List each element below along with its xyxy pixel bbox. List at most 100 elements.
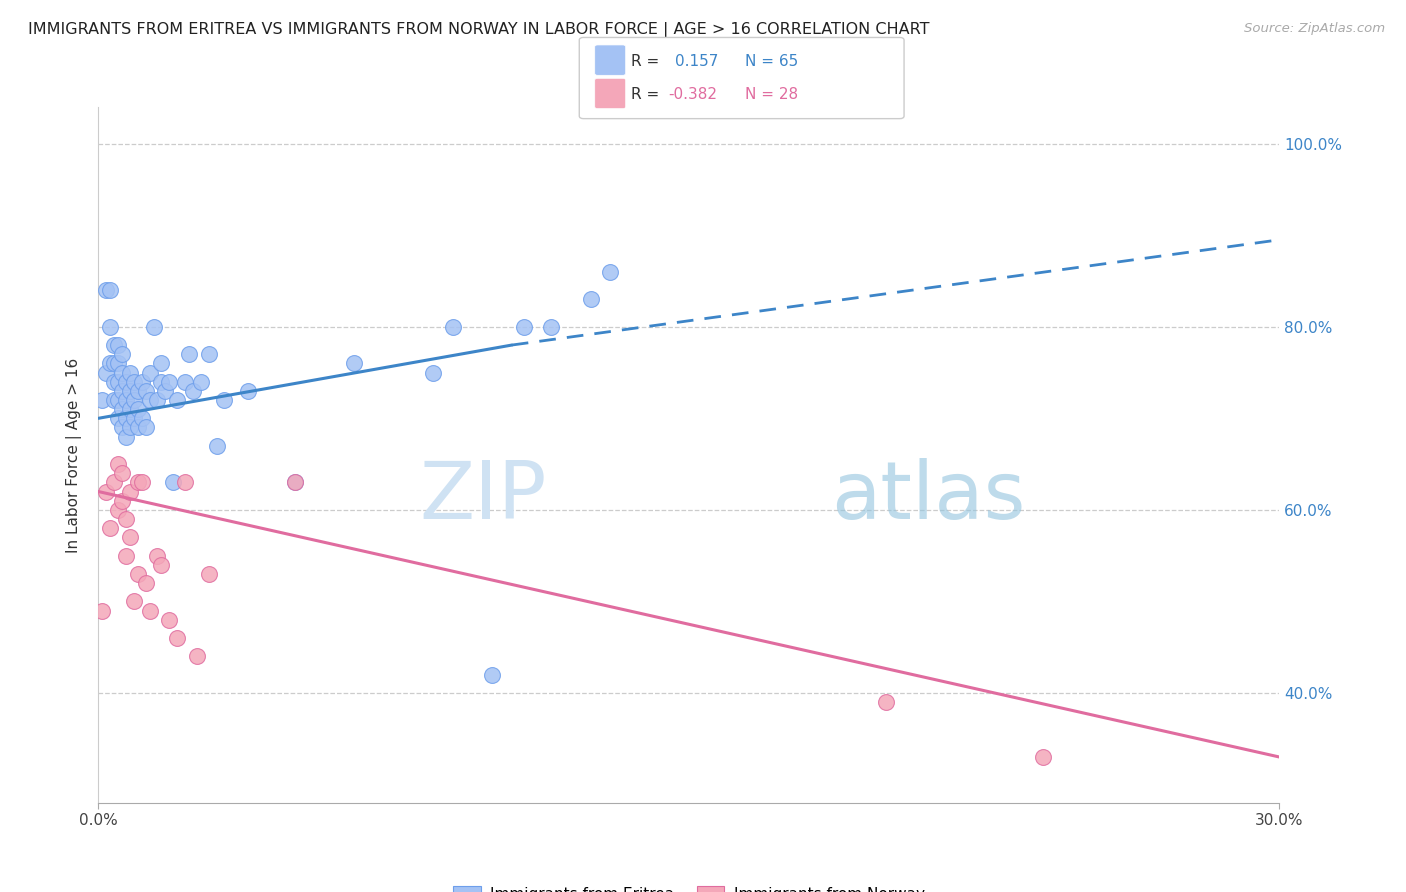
Point — [96, 283, 118, 297]
Point — [127, 384, 149, 398]
Point — [98, 319, 121, 334]
Point — [1032, 750, 1054, 764]
Point — [111, 467, 134, 481]
Text: ZIP: ZIP — [420, 458, 547, 536]
Point — [103, 475, 125, 490]
Point — [115, 549, 138, 563]
Point — [107, 392, 129, 407]
Point — [107, 338, 129, 352]
Point — [150, 558, 173, 572]
Point — [118, 484, 141, 499]
Text: Source: ZipAtlas.com: Source: ZipAtlas.com — [1244, 22, 1385, 36]
Point — [111, 384, 134, 398]
Point — [103, 392, 125, 407]
Point — [127, 566, 149, 581]
Point — [166, 631, 188, 645]
Text: R =: R = — [631, 87, 665, 103]
Point — [138, 603, 160, 617]
Point — [103, 375, 125, 389]
Point — [103, 338, 125, 352]
Point — [190, 375, 212, 389]
Point — [205, 439, 228, 453]
Point — [127, 475, 149, 490]
Point — [127, 420, 149, 434]
Point — [98, 521, 121, 535]
Point — [115, 512, 138, 526]
Point — [150, 356, 173, 370]
Point — [131, 475, 153, 490]
Text: IMMIGRANTS FROM ERITREA VS IMMIGRANTS FROM NORWAY IN LABOR FORCE | AGE > 16 CORR: IMMIGRANTS FROM ERITREA VS IMMIGRANTS FR… — [28, 22, 929, 38]
Point — [174, 375, 197, 389]
Point — [155, 384, 177, 398]
Point — [115, 392, 138, 407]
Point — [150, 375, 173, 389]
Y-axis label: In Labor Force | Age > 16: In Labor Force | Age > 16 — [66, 358, 83, 552]
Point — [186, 649, 208, 664]
Point — [131, 375, 153, 389]
Point — [540, 319, 562, 334]
Point — [118, 530, 141, 544]
Point — [91, 392, 114, 407]
Point — [122, 594, 145, 608]
Point — [103, 356, 125, 370]
Text: 0.157: 0.157 — [675, 54, 718, 69]
Point — [115, 411, 138, 425]
Point — [127, 402, 149, 417]
Point — [131, 411, 153, 425]
Point — [174, 475, 197, 490]
Point — [96, 366, 118, 380]
Point — [107, 356, 129, 370]
Point — [135, 384, 157, 398]
Point — [118, 384, 141, 398]
Point — [111, 493, 134, 508]
Point — [135, 576, 157, 591]
Text: -0.382: -0.382 — [668, 87, 717, 103]
Point — [122, 411, 145, 425]
Point — [166, 392, 188, 407]
Text: R =: R = — [631, 54, 665, 69]
Point — [138, 366, 160, 380]
Point — [197, 566, 219, 581]
Point — [107, 457, 129, 471]
Point — [481, 667, 503, 681]
Text: N = 65: N = 65 — [745, 54, 799, 69]
Point — [122, 392, 145, 407]
Point — [284, 475, 307, 490]
Point — [107, 375, 129, 389]
Point — [107, 411, 129, 425]
Point — [111, 347, 134, 361]
Point — [122, 375, 145, 389]
Point — [181, 384, 204, 398]
Point — [875, 695, 897, 709]
Point — [599, 265, 621, 279]
Point — [111, 366, 134, 380]
Point — [146, 392, 169, 407]
Point — [135, 420, 157, 434]
Point — [142, 319, 165, 334]
Text: atlas: atlas — [831, 458, 1025, 536]
Point — [146, 549, 169, 563]
Point — [118, 402, 141, 417]
Point — [98, 283, 121, 297]
Point — [111, 402, 134, 417]
Point — [118, 420, 141, 434]
Point — [96, 484, 118, 499]
Point — [197, 347, 219, 361]
Point — [157, 613, 180, 627]
Point — [343, 356, 366, 370]
Text: N = 28: N = 28 — [745, 87, 799, 103]
Point — [579, 293, 602, 307]
Point — [512, 319, 534, 334]
Point — [284, 475, 307, 490]
Point — [111, 420, 134, 434]
Point — [177, 347, 200, 361]
Point — [107, 503, 129, 517]
Point — [157, 375, 180, 389]
Point — [115, 429, 138, 443]
Legend: Immigrants from Eritrea, Immigrants from Norway: Immigrants from Eritrea, Immigrants from… — [447, 880, 931, 892]
Point — [91, 603, 114, 617]
Point — [422, 366, 444, 380]
Point — [138, 392, 160, 407]
Point — [441, 319, 464, 334]
Point — [115, 375, 138, 389]
